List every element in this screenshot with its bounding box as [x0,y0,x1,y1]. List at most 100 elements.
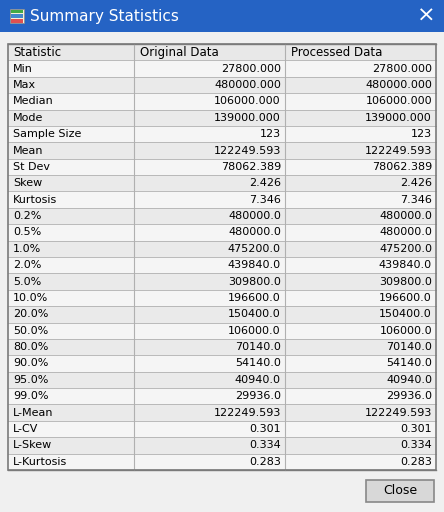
Text: Sample Size: Sample Size [13,129,81,139]
Bar [8,241,436,257]
Text: Close: Close [383,484,417,498]
Bar [408,0,444,32]
Bar [8,257,436,273]
Text: Processed Data: Processed Data [291,46,382,59]
Text: 480000.0: 480000.0 [379,227,432,238]
Text: 2.426: 2.426 [400,178,432,188]
Bar [8,355,436,372]
Text: 106000.0: 106000.0 [379,326,432,336]
Bar [8,110,436,126]
Bar [0,0,444,32]
Bar [11,10,23,13]
Text: 150400.0: 150400.0 [379,309,432,319]
Bar [8,44,436,470]
Bar [8,290,436,306]
Text: Median: Median [13,96,54,106]
Text: 1.0%: 1.0% [13,244,41,254]
Text: 139000.000: 139000.000 [214,113,281,123]
Text: 122249.593: 122249.593 [365,408,432,418]
Text: 480000.000: 480000.000 [214,80,281,90]
Bar [8,175,436,191]
Bar [8,306,436,323]
Text: 7.346: 7.346 [249,195,281,205]
Text: 29936.0: 29936.0 [235,391,281,401]
Text: 29936.0: 29936.0 [386,391,432,401]
Text: 123: 123 [260,129,281,139]
Text: 70140.0: 70140.0 [386,342,432,352]
Text: 122249.593: 122249.593 [214,145,281,156]
Text: 10.0%: 10.0% [13,293,48,303]
Bar [8,77,436,93]
Text: 78062.389: 78062.389 [221,162,281,172]
Bar [8,159,436,175]
Text: 90.0%: 90.0% [13,358,48,369]
Text: 439840.0: 439840.0 [379,260,432,270]
Bar [8,437,436,454]
Bar [8,388,436,404]
Bar [8,93,436,110]
Text: 122249.593: 122249.593 [214,408,281,418]
Text: 0.283: 0.283 [249,457,281,467]
Text: 2.0%: 2.0% [13,260,41,270]
Text: 0.334: 0.334 [249,440,281,451]
Bar [8,404,436,421]
Text: 70140.0: 70140.0 [235,342,281,352]
Text: 27800.000: 27800.000 [221,63,281,74]
Text: St Dev: St Dev [13,162,50,172]
Text: 0.334: 0.334 [400,440,432,451]
Text: 20.0%: 20.0% [13,309,48,319]
Text: 480000.0: 480000.0 [228,227,281,238]
Text: 139000.000: 139000.000 [365,113,432,123]
Text: 2.426: 2.426 [249,178,281,188]
Text: 40940.0: 40940.0 [235,375,281,385]
Text: 80.0%: 80.0% [13,342,48,352]
Bar [8,224,436,241]
Text: 7.346: 7.346 [400,195,432,205]
Bar [8,60,436,77]
Text: Mean: Mean [13,145,44,156]
Text: 54140.0: 54140.0 [235,358,281,369]
Text: 99.0%: 99.0% [13,391,48,401]
Text: 106000.000: 106000.000 [214,96,281,106]
Text: 475200.0: 475200.0 [379,244,432,254]
Text: 0.2%: 0.2% [13,211,41,221]
Text: 475200.0: 475200.0 [228,244,281,254]
Text: 196600.0: 196600.0 [228,293,281,303]
Text: 439840.0: 439840.0 [228,260,281,270]
Text: 150400.0: 150400.0 [228,309,281,319]
Text: 122249.593: 122249.593 [365,145,432,156]
Bar [8,142,436,159]
Text: Summary Statistics: Summary Statistics [30,9,179,24]
Text: 78062.389: 78062.389 [372,162,432,172]
Bar [8,372,436,388]
Text: 5.0%: 5.0% [13,276,41,287]
Text: 480000.000: 480000.000 [365,80,432,90]
Bar [8,44,436,60]
Bar [8,323,436,339]
Bar [10,9,24,23]
Bar [8,273,436,290]
Text: 40940.0: 40940.0 [386,375,432,385]
Text: 27800.000: 27800.000 [372,63,432,74]
Text: Skew: Skew [13,178,42,188]
Bar [8,208,436,224]
Text: 480000.0: 480000.0 [228,211,281,221]
Text: 480000.0: 480000.0 [379,211,432,221]
Text: Kurtosis: Kurtosis [13,195,57,205]
Text: Min: Min [13,63,33,74]
Bar [11,14,23,18]
Text: 309800.0: 309800.0 [379,276,432,287]
Bar [8,454,436,470]
Bar [8,339,436,355]
Text: 309800.0: 309800.0 [228,276,281,287]
Bar [8,191,436,208]
Bar [8,421,436,437]
Text: L-Mean: L-Mean [13,408,53,418]
Text: L-Kurtosis: L-Kurtosis [13,457,67,467]
Text: 54140.0: 54140.0 [386,358,432,369]
Text: 0.283: 0.283 [400,457,432,467]
Bar [8,126,436,142]
Bar [11,19,23,23]
FancyBboxPatch shape [366,480,434,502]
Text: L-Skew: L-Skew [13,440,52,451]
